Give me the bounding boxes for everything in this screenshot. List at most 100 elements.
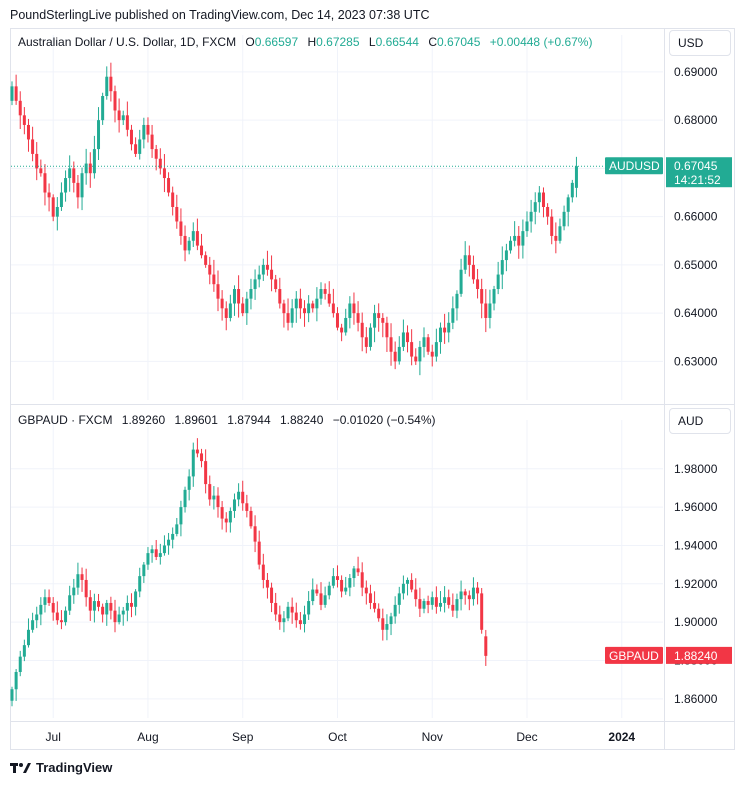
candle-body: [401, 583, 405, 594]
candle-body: [311, 303, 315, 309]
candle-body: [315, 298, 319, 309]
candle-body: [422, 601, 426, 609]
candle-body: [373, 602, 377, 609]
price-tick-label: 1.98000: [674, 462, 718, 476]
candle-body: [484, 636, 488, 656]
candle-body: [92, 149, 96, 174]
candle-body: [443, 597, 447, 603]
candle-body: [434, 597, 438, 607]
candle-body: [381, 317, 385, 323]
candle-body: [26, 124, 30, 140]
candle-body: [72, 587, 76, 596]
candle-body: [249, 289, 253, 299]
price-tick-label: 0.63000: [674, 354, 718, 368]
candle-body: [179, 221, 183, 236]
candle-body: [414, 356, 418, 362]
candle-body: [84, 163, 88, 174]
candle-body: [175, 206, 179, 222]
candle-body: [204, 461, 208, 485]
candle-body: [566, 197, 570, 212]
candle-body: [294, 298, 298, 309]
candle-body: [286, 606, 290, 619]
candle-body: [129, 129, 133, 145]
candle-body: [558, 226, 562, 241]
candle-body: [360, 572, 364, 588]
audusd-legend: Australian Dollar / U.S. Dollar, 1D, FXC…: [18, 35, 592, 49]
candle-body: [97, 120, 101, 150]
candle-body: [344, 317, 348, 333]
price-tick-label: 1.94000: [674, 538, 718, 552]
candle-body: [113, 610, 117, 623]
candle-body: [319, 289, 323, 299]
tradingview-logo[interactable]: TradingView: [10, 760, 112, 775]
candle-body: [80, 574, 84, 580]
candle-body: [26, 629, 30, 646]
candle-body: [224, 518, 228, 523]
candle-body: [381, 618, 385, 630]
candle-body: [39, 168, 43, 174]
time-tick-label: Sep: [232, 730, 254, 744]
candle-body: [393, 604, 397, 617]
candle-body: [134, 591, 138, 607]
time-tick-label: 2024: [608, 730, 635, 744]
candle-body: [484, 303, 488, 318]
candle-body: [529, 211, 533, 222]
gbpaud-legend: GBPAUD · FXCM 1.89260 1.89601 1.87944 1.…: [18, 413, 435, 427]
candle-body: [282, 303, 286, 314]
candle-body: [183, 235, 187, 251]
pane-separator[interactable]: [10, 404, 735, 405]
candle-body: [18, 100, 22, 116]
candle-body: [183, 489, 187, 508]
candle-body: [261, 264, 265, 275]
candle-body: [504, 250, 508, 261]
candle-body: [121, 610, 125, 615]
candle-body: [187, 240, 191, 251]
usd-currency-button[interactable]: USD: [669, 30, 731, 56]
candle-body: [245, 298, 249, 314]
candle-body: [39, 604, 43, 615]
candle-body: [228, 510, 232, 523]
candle-body: [319, 593, 323, 605]
candle-body: [459, 591, 463, 600]
candle-body: [138, 576, 142, 592]
candle-body: [220, 298, 224, 309]
candle-body: [113, 91, 117, 111]
candle-body: [397, 593, 401, 605]
candle-body: [167, 178, 171, 193]
candle-body: [150, 549, 154, 554]
candle-body: [463, 591, 467, 596]
candle-body: [224, 308, 228, 318]
tradingview-icon: [10, 762, 31, 773]
candle-body: [270, 269, 274, 280]
candle-body: [430, 351, 434, 357]
candle-body: [274, 279, 278, 290]
candle-body: [195, 231, 199, 246]
candle-body: [434, 342, 438, 357]
candle-body: [344, 587, 348, 592]
bar-countdown: 14:21:52: [674, 173, 721, 187]
time-tick-label: Oct: [328, 730, 347, 744]
candle-body: [129, 602, 133, 607]
candle-body: [438, 327, 442, 343]
candle-body: [158, 158, 162, 169]
candle-body: [418, 346, 422, 362]
candle-body: [467, 595, 471, 600]
candle-body: [59, 192, 63, 207]
candle-body: [88, 163, 92, 174]
aud-currency-button[interactable]: AUD: [669, 408, 731, 434]
candle-body: [290, 308, 294, 323]
candle-body: [389, 337, 393, 352]
candle-body: [443, 327, 447, 333]
candle-body: [331, 576, 335, 586]
candle-body: [241, 303, 245, 314]
candle-body: [533, 202, 537, 212]
candle-body: [125, 602, 129, 611]
candle-body: [109, 76, 113, 92]
candle-body: [31, 620, 35, 630]
audusd-high: 0.67285: [316, 35, 360, 49]
candle-body: [200, 453, 204, 462]
time-tick-label: Dec: [516, 730, 537, 744]
candle-body: [418, 599, 422, 609]
candle-body: [385, 624, 389, 630]
